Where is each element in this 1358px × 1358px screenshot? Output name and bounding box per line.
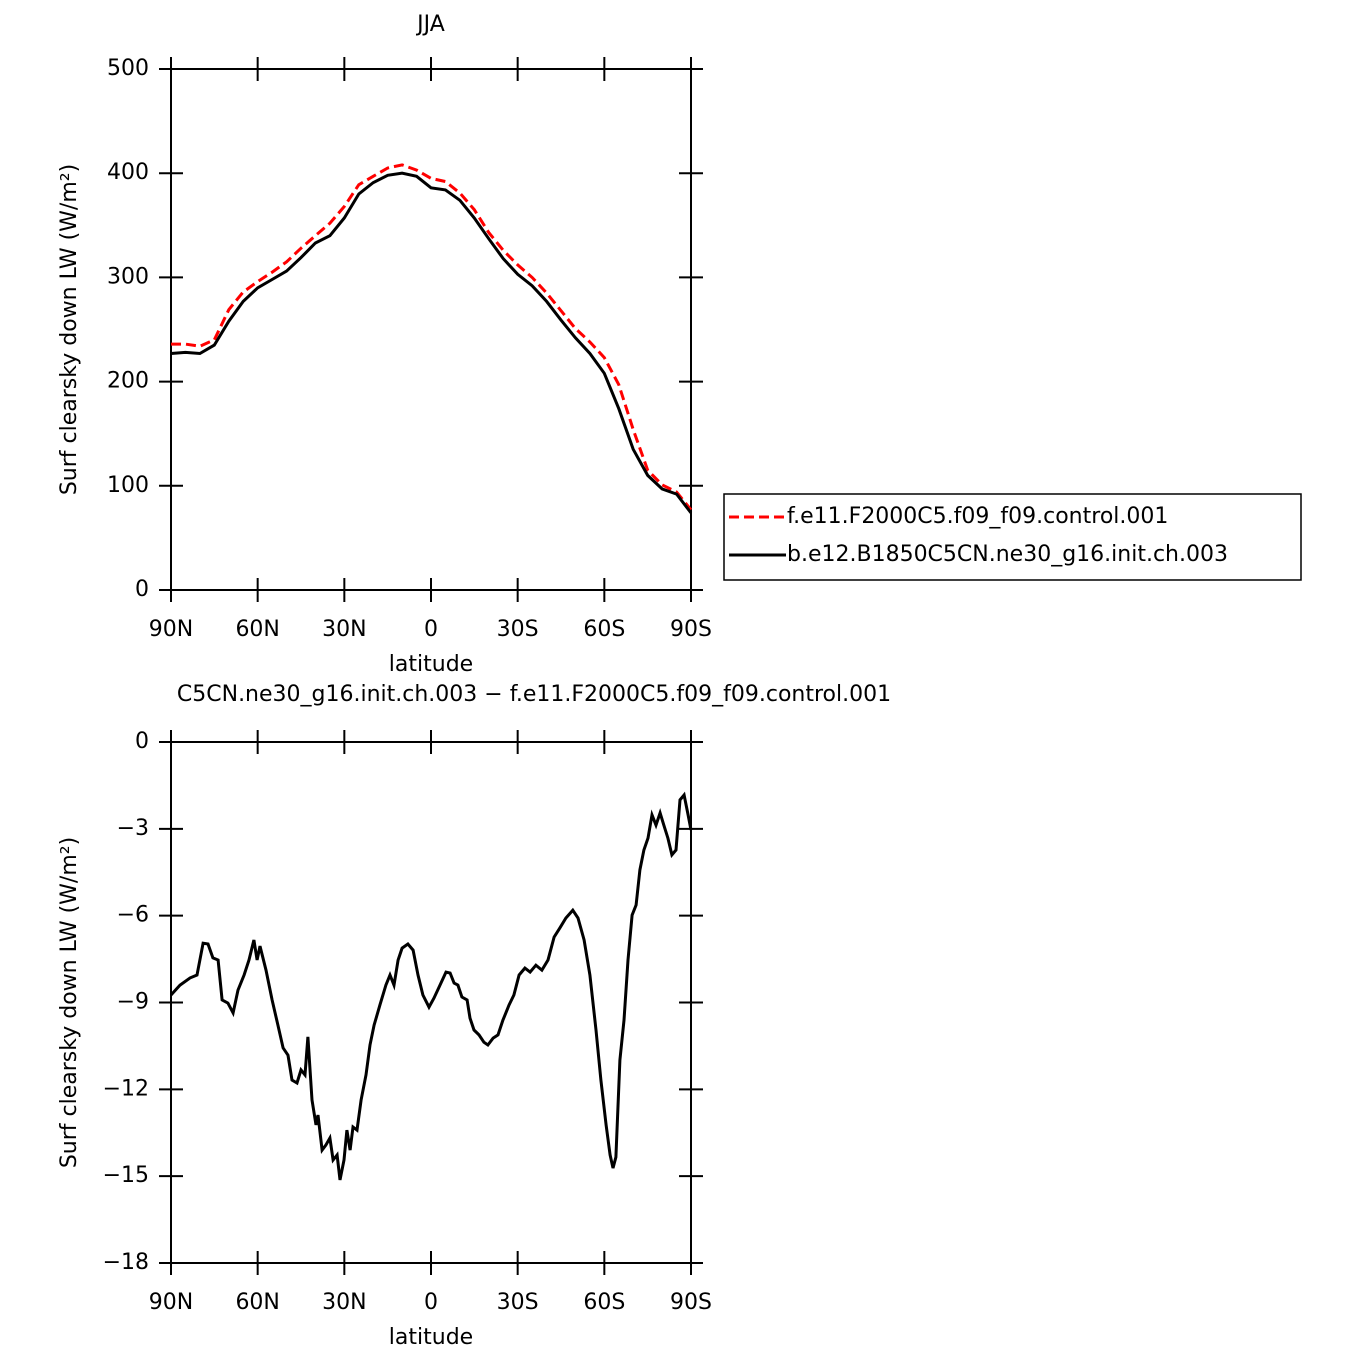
x-tick-label: 0: [424, 617, 438, 642]
series-line: [170, 171, 693, 514]
y-tick-label: 500: [107, 56, 149, 81]
y-tick-label: −3: [117, 816, 149, 841]
x-tick-label: 0: [424, 1290, 438, 1315]
x-tick-label: 60S: [583, 1290, 625, 1315]
legend-label: b.e12.B1850C5CN.ne30_g16.init.ch.003: [787, 542, 1228, 567]
x-tick-label: 90S: [670, 1290, 712, 1315]
chart-title: C5CN.ne30_g16.init.ch.003 − f.e11.F2000C…: [177, 682, 891, 707]
y-tick-label: 0: [135, 577, 149, 602]
x-tick-label: 60N: [235, 617, 279, 642]
y-tick-label: 200: [107, 369, 149, 394]
y-axis-label: Surf clearsky down LW (W/m²): [57, 164, 82, 495]
y-axis-label: Surf clearsky down LW (W/m²): [57, 837, 82, 1168]
x-tick-label: 60N: [235, 1290, 279, 1315]
x-axis-label: latitude: [389, 1325, 473, 1350]
series-line: [171, 163, 693, 511]
x-tick-label: 90S: [670, 617, 712, 642]
x-axis-label: latitude: [389, 652, 473, 677]
x-tick-label: 90N: [149, 617, 193, 642]
chart-title: JJA: [415, 12, 445, 37]
x-tick-label: 30N: [322, 617, 366, 642]
y-tick-label: −6: [117, 903, 149, 928]
y-tick-label: 0: [135, 729, 149, 754]
x-tick-label: 30S: [497, 617, 539, 642]
y-tick-label: 400: [107, 160, 149, 185]
x-tick-label: 90N: [149, 1290, 193, 1315]
plot-frame: [170, 68, 692, 591]
x-tick-label: 30N: [322, 1290, 366, 1315]
legend-box: [723, 493, 1302, 581]
y-tick-label: −9: [117, 990, 149, 1015]
y-tick-label: −15: [103, 1163, 149, 1188]
legend-label: f.e11.F2000C5.f09_f09.control.001: [787, 504, 1168, 529]
y-tick-label: 100: [107, 473, 149, 498]
y-tick-label: −12: [103, 1076, 149, 1101]
x-tick-label: 30S: [497, 1290, 539, 1315]
x-tick-label: 60S: [583, 617, 625, 642]
series-line: [169, 791, 693, 1181]
y-tick-label: 300: [107, 264, 149, 289]
y-tick-label: −18: [103, 1250, 149, 1275]
